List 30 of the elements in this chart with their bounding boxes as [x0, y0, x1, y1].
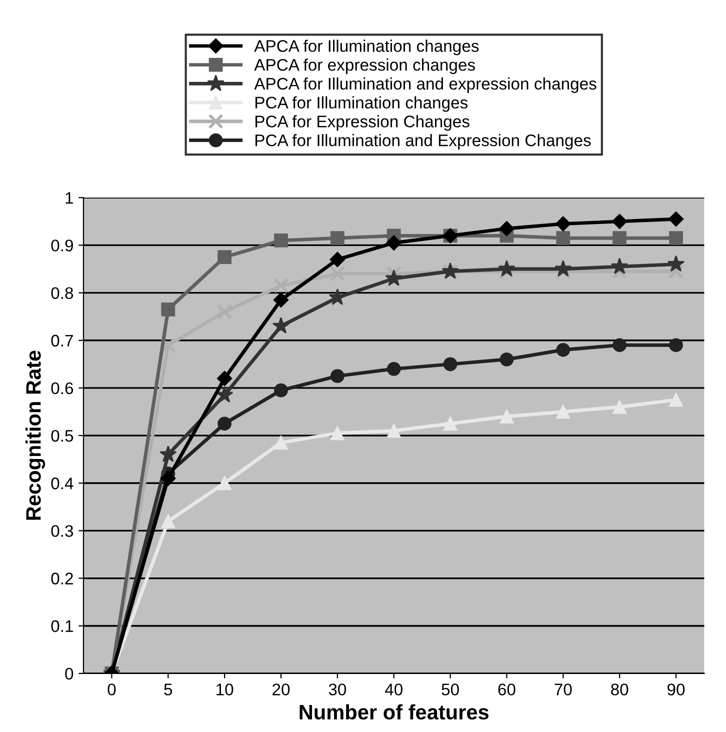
y-tick-label: 0.9 [51, 240, 73, 252]
y-tick-label: 0.3 [51, 525, 74, 537]
y-tick-label: 0.4 [51, 478, 74, 490]
legend-label: PCA for Illumination changes [256, 96, 468, 112]
y-tick-label: 0.6 [51, 382, 74, 394]
legend-label: APCA for expression changes [254, 58, 475, 74]
x-tick-label: 60 [498, 684, 516, 696]
x-tick-label: 40 [384, 684, 402, 696]
y-tick-label: 0.7 [51, 334, 73, 347]
y-tick-label: 0.2 [51, 572, 73, 584]
x-tick-label: 0 [108, 684, 116, 696]
y-tick-label: 0 [65, 668, 74, 680]
y-tick-label: 1 [66, 192, 73, 204]
x-axis-title: Number of features [300, 704, 489, 720]
legend-label: PCA for Expression Changes [256, 115, 470, 131]
y-axis-title: Recognition Rate [26, 350, 46, 520]
legend-label: APCA for Illumination and expression changes [254, 77, 596, 93]
legend-label: APCA for Illumination changes [254, 40, 479, 56]
x-tick-label: 20 [272, 684, 290, 696]
x-tick-label: 10 [216, 684, 234, 696]
x-tick-label: 50 [442, 684, 459, 696]
y-tick-label: 0.8 [51, 287, 74, 300]
x-tick-label: 80 [611, 684, 628, 696]
legend-label: PCA for Illumination and Expression Changes [256, 134, 591, 150]
x-tick-label: 70 [554, 684, 572, 696]
y-tick-label: 0.5 [51, 430, 74, 442]
x-tick-label: 30 [328, 684, 346, 696]
x-tick-label: 5 [164, 684, 172, 696]
x-tick-label: 90 [668, 684, 685, 696]
y-tick-label: 0.1 [51, 620, 73, 632]
